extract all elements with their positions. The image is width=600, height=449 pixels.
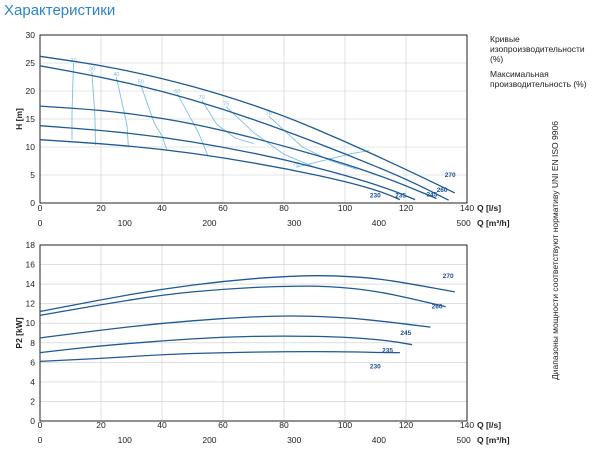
chart1-curve-235	[39, 125, 416, 201]
chart1-x-tick-label: 60	[218, 203, 228, 213]
chart2-x-tick-label: 0	[38, 420, 43, 430]
chart1-efficiency-line-20-0	[71, 62, 74, 140]
chart1-efficiency-line-30-1	[91, 71, 96, 146]
chart1-plot-frame	[39, 34, 468, 204]
chart2-y-tick-label: 6	[30, 357, 35, 367]
chart1-x-axis-label: Q [l/s]	[477, 203, 501, 213]
chart2-x2-tick-label: 500	[457, 435, 471, 445]
chart2-x-tick-label: 100	[338, 420, 352, 430]
chart2-x2-tick-label: 400	[372, 435, 386, 445]
chart1-y-tick-label: 0	[30, 198, 35, 208]
chart-legend: Кривые изопроизводительности (%) Максима…	[490, 34, 600, 94]
chart1-efficiency-line-40-2	[115, 76, 129, 148]
chart1-x-tick-label: 0	[38, 203, 43, 213]
chart1-x-tick-label: 100	[338, 203, 352, 213]
chart1-curve-245	[39, 105, 437, 200]
chart2-curve-245	[39, 315, 431, 339]
chart2-y-tick-label: 8	[30, 338, 35, 348]
chart2-x-tick-label: 20	[96, 420, 106, 430]
chart2-curve-235	[39, 335, 413, 354]
chart1-y-tick-label: 25	[26, 58, 36, 68]
page-title: Характеристики	[4, 2, 116, 19]
chart1-efficiency-label: 70	[199, 95, 205, 101]
chart2-y-tick-label: 4	[30, 377, 35, 387]
chart2-y-tick-label: 0	[30, 416, 35, 426]
chart2-x2-axis-label: Q [m³/h]	[477, 435, 510, 445]
chart1-efficiency-label: 75	[223, 102, 229, 108]
chart1-x2-tick-label: 300	[287, 218, 301, 228]
chart1-x-tick-label: 140	[460, 203, 474, 213]
legend-max-label: Максимальная производительность (%)	[490, 69, 587, 89]
chart2-curve-230	[39, 350, 400, 363]
chart2-x-tick-label: 140	[460, 420, 474, 430]
chart1-x-tick-label: 20	[96, 203, 106, 213]
chart2-x2-tick-label: 200	[202, 435, 216, 445]
chart2-curve-label-230: 230	[370, 364, 381, 371]
chart1-y-tick-label: 5	[30, 170, 35, 180]
chart2-y-tick-label: 14	[26, 279, 36, 289]
chart2-curve-270	[39, 275, 455, 313]
chart1-efficiency-line-60-4	[176, 93, 209, 156]
chart1-x2-axis-label: Q [m³/h]	[477, 218, 510, 228]
chart1-x2-tick-label: 200	[202, 218, 216, 228]
chart2-x-tick-label: 40	[157, 420, 167, 430]
chart1-curve-label-245: 245	[427, 192, 438, 199]
chart2-y-tick-label: 16	[26, 260, 36, 270]
chart1-curve-270	[39, 55, 456, 194]
chart1-x2-tick-label: 100	[118, 218, 132, 228]
chart2-x-tick-label: 80	[279, 420, 289, 430]
chart1-efficiency-line-78-8	[296, 149, 370, 168]
chart2-x-tick-label: 60	[218, 420, 228, 430]
chart2-y-tick-label: 18	[26, 240, 36, 250]
chart1-curve-230	[39, 139, 401, 201]
chart1-x-tick-label: 80	[279, 203, 289, 213]
chart1-x-tick-label: 120	[399, 203, 413, 213]
chart1-x-tick-label: 40	[157, 203, 167, 213]
chart1-y-tick-label: 10	[26, 142, 36, 152]
chart1-efficiency-line-78-7	[268, 115, 358, 170]
chart2-x2-tick-label: 100	[118, 435, 132, 445]
chart2-x2-tick-label: 300	[287, 435, 301, 445]
chart1-curve-label-235: 235	[395, 193, 406, 200]
chart1-y-tick-label: 30	[26, 30, 36, 40]
chart1-efficiency-label: 60	[174, 89, 180, 95]
chart1-y-tick-label: 20	[26, 86, 36, 96]
chart2-y-tick-label: 2	[30, 396, 35, 406]
chart2-y-tick-label: 12	[26, 299, 36, 309]
chart2-x-axis-label: Q [l/s]	[477, 420, 501, 430]
chart1-efficiency-line-50-3	[140, 84, 168, 150]
chart2-curve-260	[39, 285, 446, 317]
chart2-curve-label-260: 260	[432, 304, 443, 311]
chart2-y-axis-label: P2 [kW]	[14, 317, 24, 348]
chart1-x2-tick-label: 400	[372, 218, 386, 228]
chart1-curve-label-260: 260	[437, 187, 448, 194]
chart2-plot-frame	[39, 244, 468, 422]
chart1-efficiency-label: 40	[113, 72, 119, 78]
chart2-y-tick-label: 10	[26, 318, 36, 328]
chart1-curve-260	[39, 65, 449, 201]
chart2-x-tick-label: 120	[399, 420, 413, 430]
chart1-x2-tick-label: 500	[457, 218, 471, 228]
chart2-curve-label-245: 245	[400, 330, 411, 337]
chart1-curve-label-270: 270	[445, 172, 456, 179]
chart2-x2-tick-label: 0	[38, 435, 43, 445]
chart1-efficiency-label: 78	[293, 162, 299, 168]
chart1-efficiency-line-75-6	[225, 106, 315, 168]
chart1-efficiency-label: 78	[266, 111, 272, 117]
chart1-efficiency-label: 50	[138, 79, 144, 85]
legend-curves-label: Кривые изопроизводительности (%)	[490, 34, 585, 64]
chart2-curve-label-270: 270	[443, 273, 454, 280]
chart1-efficiency-label: 30	[89, 66, 95, 72]
chart1-curve-label-230: 230	[370, 193, 381, 200]
chart1-y-axis-label: H [m]	[14, 108, 24, 130]
chart1-x2-tick-label: 0	[38, 218, 43, 228]
chart1-y-tick-label: 15	[26, 114, 36, 124]
chart2-curve-label-235: 235	[382, 348, 393, 355]
